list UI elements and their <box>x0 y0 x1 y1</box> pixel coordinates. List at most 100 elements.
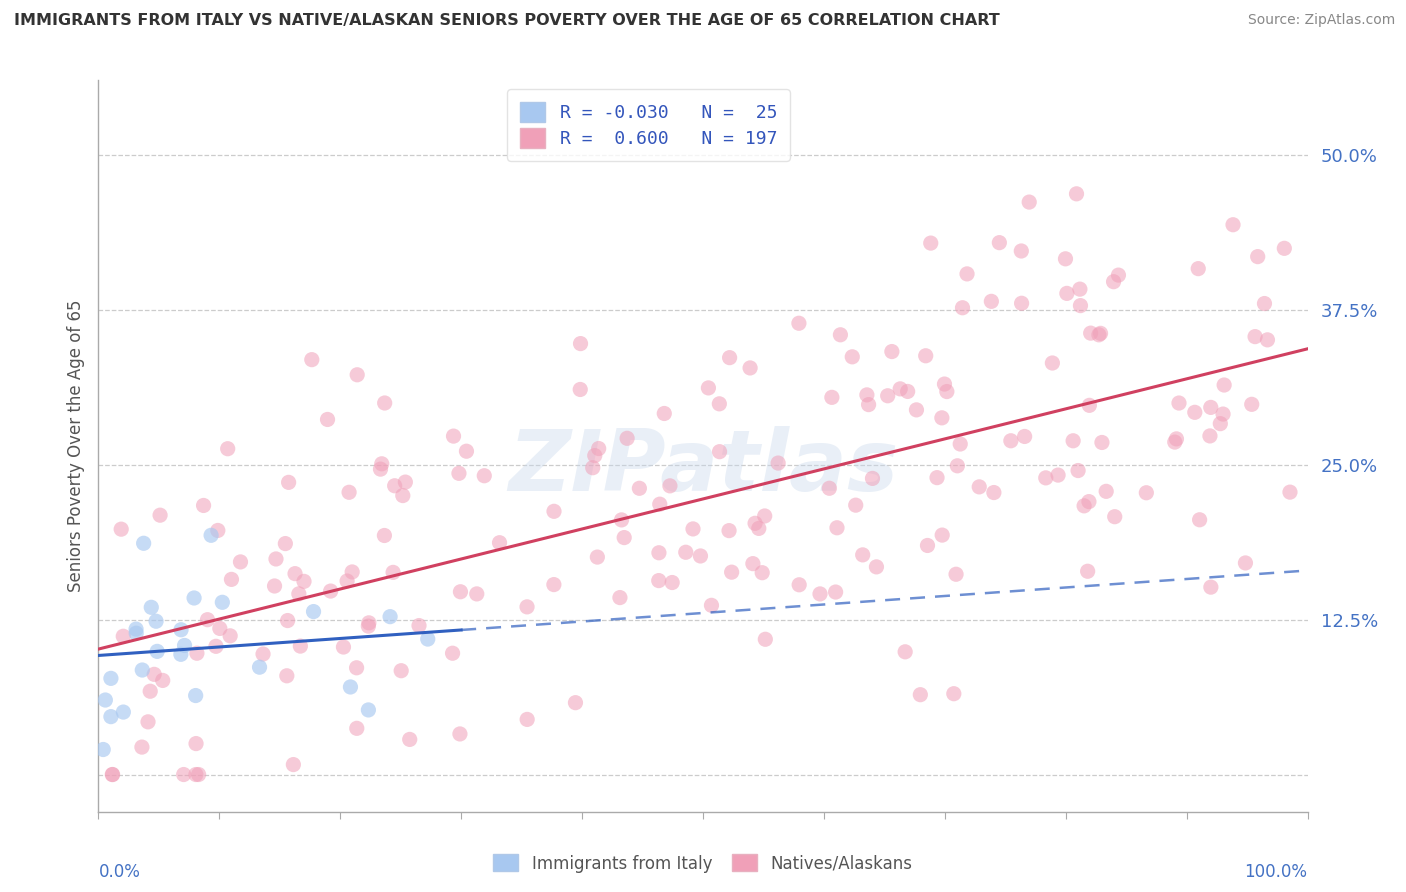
Point <box>1199 401 1222 415</box>
Point <box>754 508 776 523</box>
Point <box>184 737 207 751</box>
Point <box>301 352 323 367</box>
Point <box>277 475 299 490</box>
Point <box>952 301 974 315</box>
Point <box>516 599 538 614</box>
Point <box>609 591 631 605</box>
Point <box>290 639 312 653</box>
Point <box>100 671 122 685</box>
Point <box>1014 429 1036 443</box>
Point <box>141 600 163 615</box>
Point <box>125 622 148 636</box>
Point <box>217 442 239 456</box>
Point <box>516 713 538 727</box>
Point <box>263 579 285 593</box>
Point <box>1095 484 1118 499</box>
Point <box>357 703 380 717</box>
Point <box>564 696 586 710</box>
Point <box>229 555 252 569</box>
Point <box>370 462 392 476</box>
Point <box>648 546 671 560</box>
Point <box>675 545 697 559</box>
Point <box>914 349 936 363</box>
Point <box>346 661 368 675</box>
Text: Source: ZipAtlas.com: Source: ZipAtlas.com <box>1247 13 1395 28</box>
Point <box>946 458 969 473</box>
Point <box>292 574 315 589</box>
Point <box>925 470 948 484</box>
Point <box>274 536 297 550</box>
Point <box>152 673 174 688</box>
Point <box>709 444 731 458</box>
Point <box>1062 434 1084 448</box>
Point <box>339 680 361 694</box>
Point <box>1212 407 1234 421</box>
Point <box>132 536 155 550</box>
Point <box>374 396 396 410</box>
Point <box>766 456 789 470</box>
Point <box>173 767 195 781</box>
Point <box>697 381 720 395</box>
Point <box>988 235 1011 250</box>
Point <box>1278 485 1301 500</box>
Point <box>1047 468 1070 483</box>
Point <box>980 294 1002 309</box>
Point <box>880 344 903 359</box>
Point <box>949 437 972 451</box>
Point <box>391 489 413 503</box>
Point <box>332 640 354 654</box>
Point <box>1187 261 1209 276</box>
Point <box>1078 398 1101 412</box>
Point <box>1102 275 1125 289</box>
Point <box>613 531 636 545</box>
Point <box>211 595 233 609</box>
Point <box>472 468 495 483</box>
Point <box>184 767 207 781</box>
Point <box>824 585 846 599</box>
Point <box>917 539 939 553</box>
Point <box>205 640 228 654</box>
Point <box>447 467 470 481</box>
Point <box>648 497 671 511</box>
Point <box>682 522 704 536</box>
Point <box>173 639 195 653</box>
Point <box>1244 329 1267 343</box>
Point <box>582 460 605 475</box>
Point <box>1240 397 1263 411</box>
Point <box>569 336 592 351</box>
Point <box>146 644 169 658</box>
Point <box>751 566 773 580</box>
Point <box>862 471 884 485</box>
Point <box>1234 556 1257 570</box>
Y-axis label: Seniors Poverty Over the Age of 65: Seniors Poverty Over the Age of 65 <box>66 300 84 592</box>
Point <box>787 578 810 592</box>
Point <box>136 714 159 729</box>
Point <box>858 398 880 412</box>
Point <box>1164 435 1187 450</box>
Point <box>488 535 510 549</box>
Point <box>1040 356 1063 370</box>
Point <box>689 549 711 563</box>
Point <box>841 350 863 364</box>
Point <box>1010 244 1032 258</box>
Point <box>856 388 879 402</box>
Point <box>889 382 911 396</box>
Point <box>416 632 439 646</box>
Text: ZIPatlas: ZIPatlas <box>508 426 898 509</box>
Point <box>754 632 776 647</box>
Point <box>208 622 231 636</box>
Point <box>808 587 831 601</box>
Point <box>183 591 205 605</box>
Point <box>718 524 741 538</box>
Point <box>748 521 770 535</box>
Point <box>91 742 114 756</box>
Point <box>1011 296 1033 310</box>
Text: IMMIGRANTS FROM ITALY VS NATIVE/ALASKAN SENIORS POVERTY OVER THE AGE OF 65 CORRE: IMMIGRANTS FROM ITALY VS NATIVE/ALASKAN … <box>14 13 1000 29</box>
Point <box>740 360 762 375</box>
Point <box>910 688 932 702</box>
Point <box>569 383 592 397</box>
Point <box>193 499 215 513</box>
Point <box>945 567 967 582</box>
Point <box>1247 250 1270 264</box>
Point <box>931 410 953 425</box>
